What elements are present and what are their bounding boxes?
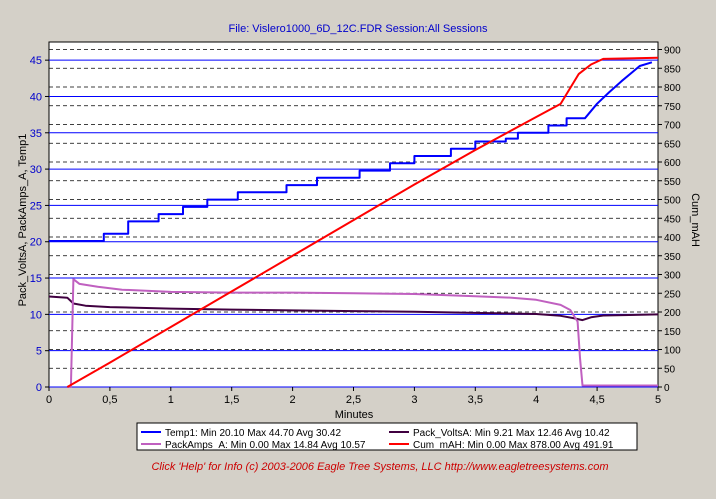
legend-entry: PackAmps_A: Min 0.00 Max 14.84 Avg 10.57 xyxy=(165,440,366,451)
y2-tick-label: 900 xyxy=(664,46,681,57)
y-tick-label: 40 xyxy=(30,91,42,103)
y2-tick-label: 50 xyxy=(664,364,676,375)
y-tick-label: 0 xyxy=(36,382,42,394)
y-tick-label: 15 xyxy=(30,273,42,285)
y2-tick-label: 250 xyxy=(664,289,681,300)
y2-tick-label: 350 xyxy=(664,252,681,263)
x-tick-label: 1,5 xyxy=(224,394,239,406)
x-tick-label: 5 xyxy=(655,394,661,406)
x-tick-label: 0 xyxy=(46,394,52,406)
x-tick-label: 0,5 xyxy=(102,394,117,406)
y2-tick-label: 150 xyxy=(664,327,681,338)
y2-tick-label: 650 xyxy=(664,139,681,150)
y2-axis-label: Cum_mAH xyxy=(689,193,701,247)
y2-tick-label: 550 xyxy=(664,177,681,188)
x-tick-label: 1 xyxy=(168,394,174,406)
y-tick-label: 25 xyxy=(30,200,42,212)
y2-tick-label: 600 xyxy=(664,158,681,169)
x-tick-label: 4,5 xyxy=(589,394,604,406)
x-axis-label: Minutes xyxy=(335,409,374,421)
y2-tick-label: 500 xyxy=(664,196,681,207)
series-line-temp1 xyxy=(49,61,653,242)
y2-tick-label: 200 xyxy=(664,308,681,319)
y2-tick-label: 300 xyxy=(664,271,681,282)
y-tick-label: 35 xyxy=(30,128,42,140)
y-tick-label: 30 xyxy=(30,164,42,176)
x-tick-label: 2 xyxy=(290,394,296,406)
y-tick-label: 5 xyxy=(36,346,42,358)
footer-text: Click 'Help' for Info (c) 2003-2006 Eagl… xyxy=(151,461,608,473)
series-line-cum-mah xyxy=(66,56,659,388)
x-tick-label: 3 xyxy=(411,394,417,406)
plot-area xyxy=(48,41,659,388)
x-tick-label: 2,5 xyxy=(346,394,361,406)
y-tick-label: 45 xyxy=(30,55,42,67)
y2-tick-label: 450 xyxy=(664,214,681,225)
x-tick-label: 4 xyxy=(533,394,539,406)
x-tick-label: 3,5 xyxy=(468,394,483,406)
y-axis-label: Pack_VoltsA, PackAmps_A, Temp1 xyxy=(17,134,29,307)
chart-title: File: Vislero1000_6D_12C.FDR Session:All… xyxy=(228,23,488,35)
legend-entry: Pack_VoltsA: Min 9.21 Max 12.46 Avg 10.4… xyxy=(413,428,610,439)
legend-entry: Cum_mAH: Min 0.00 Max 878.00 Avg 491.91 xyxy=(413,440,614,451)
y-tick-label: 10 xyxy=(30,309,42,321)
y2-tick-label: 750 xyxy=(664,102,681,113)
y2-tick-label: 0 xyxy=(664,383,670,394)
series-line-packamps-a xyxy=(67,278,658,388)
y2-tick-label: 800 xyxy=(664,83,681,94)
series-line-pack-voltsa xyxy=(48,295,659,322)
y-tick-label: 20 xyxy=(30,237,42,249)
y2-tick-label: 100 xyxy=(664,346,681,357)
legend-box xyxy=(136,422,638,451)
y2-tick-label: 850 xyxy=(664,64,681,75)
legend-entry: Temp1: Min 20.10 Max 44.70 Avg 30.42 xyxy=(165,428,341,439)
y2-tick-label: 400 xyxy=(664,233,681,244)
y2-tick-label: 700 xyxy=(664,121,681,132)
